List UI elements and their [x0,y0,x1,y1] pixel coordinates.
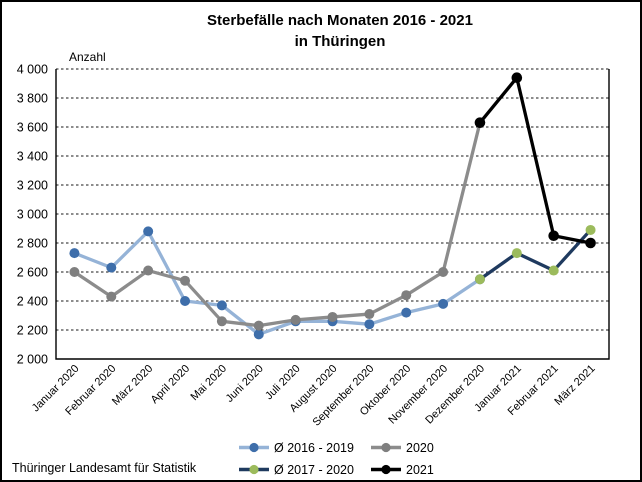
x-tick-label: März 2021 [552,363,597,408]
data-point-series-1 [106,291,117,302]
series-line-2 [478,228,593,281]
data-point-series-1 [364,309,375,320]
legend-label: 2020 [406,440,434,455]
data-point-series-1 [143,265,154,276]
y-tick-label: 4 000 [17,63,48,77]
data-point-series-1 [290,314,301,325]
data-point-series-1 [180,275,191,286]
legend-item-avg-2017-2020: Ø 2017 - 2020 [238,462,354,477]
data-point-series-0 [438,298,449,309]
data-point-series-0 [180,296,191,306]
series-line-1 [72,121,482,328]
y-tick-label: 2 800 [17,237,48,251]
data-point-series-0 [69,248,80,259]
y-axis-title: Anzahl [69,50,106,64]
chart-subtitle: in Thüringen [294,33,386,50]
y-tick-label: 3 800 [17,92,48,106]
y-tick-label: 2 600 [17,266,48,280]
data-point-series-0 [364,319,375,330]
data-point-series-1 [327,311,338,322]
data-point-series-0 [253,329,264,340]
data-point-series-0 [106,262,117,273]
x-tick-label: März 2020 [110,363,155,408]
y-tick-label: 3 200 [17,179,48,193]
legend-label: Ø 2016 - 2019 [274,440,354,455]
data-point-series-2 [548,265,559,276]
x-tick-label: Juni 2020 [224,363,266,405]
legend-item-2020: 2020 [370,440,434,455]
legend-label: 2021 [406,462,434,477]
data-point-series-2 [511,248,522,259]
series-line-3 [478,76,593,245]
legend-swatch-avg-2016-2019 [239,442,269,453]
legend-swatch-2020 [371,442,401,453]
y-tick-label: 2 200 [17,324,48,338]
legend-item-2021: 2021 [370,462,434,477]
data-point-series-1 [438,267,449,277]
plot-frame [55,69,610,360]
chart-title-block: Sterbefälle nach Monaten 2016 - 2021 in … [40,10,640,52]
data-point-series-2 [585,224,596,235]
y-tick-label: 3 000 [17,208,48,222]
y-tick-label: 2 000 [17,353,48,367]
data-point-series-1 [69,267,80,277]
source-attribution: Thüringer Landesamt für Statistik [12,461,197,475]
data-point-series-3 [511,72,523,83]
data-point-series-0 [401,307,412,318]
legend-swatch-2021 [371,464,401,475]
x-tick-label: April 2020 [149,363,193,407]
legend-item-avg-2016-2019: Ø 2016 - 2019 [238,440,354,455]
legend-swatch-avg-2017-2020 [239,464,269,475]
data-point-series-0 [216,300,227,311]
data-point-series-3 [474,117,486,128]
y-tick-label: 3 600 [17,121,48,135]
data-point-series-0 [143,226,154,237]
data-point-series-1 [216,316,227,327]
legend-label: Ø 2017 - 2020 [274,462,354,477]
data-point-series-1 [401,290,412,301]
chart-title: Sterbefälle nach Monaten 2016 - 2021 [207,12,473,29]
data-point-series-3 [548,230,559,242]
y-tick-label: 3 400 [17,150,48,164]
data-point-series-2 [474,274,485,285]
data-point-series-1 [253,320,264,331]
series-line-0 [72,229,482,337]
data-point-series-3 [585,237,596,249]
y-tick-label: 2 400 [17,295,48,309]
